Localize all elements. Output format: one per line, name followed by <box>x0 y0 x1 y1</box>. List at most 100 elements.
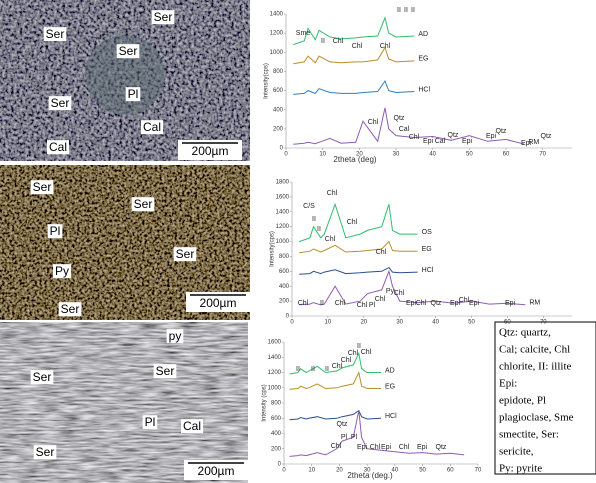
y-axis-label: Intensity (cps) <box>262 384 268 421</box>
x-tick-label: 30 <box>393 152 400 158</box>
peak-label: II <box>312 216 316 223</box>
peak-label: Chl <box>331 443 342 450</box>
y-tick-label: 1000 <box>270 50 284 56</box>
x-tick-label: 50 <box>466 152 473 158</box>
series-label: OS <box>422 229 432 236</box>
y-tick-label: 1800 <box>276 180 290 186</box>
peak-label: Epi <box>357 444 368 451</box>
legend-line: Qtz: quartz, <box>499 327 551 339</box>
xrd-trace <box>299 204 417 241</box>
peak-label: Qtz <box>541 133 552 140</box>
peak-label: Chl <box>335 300 346 307</box>
y-tick-label: 1400 <box>276 209 290 215</box>
peak-label: Chl <box>352 43 363 50</box>
x-tick-label: 70 <box>475 468 482 474</box>
mineral-label: Cal <box>49 140 67 154</box>
mineral-label: Ser <box>156 364 175 378</box>
legend-line: Py: pyrite <box>499 463 542 475</box>
peak-label: Chl <box>399 444 410 451</box>
legend-line: sericite, <box>499 446 534 458</box>
x-tick-label: 50 <box>419 468 426 474</box>
peak-label: Epi <box>505 300 516 307</box>
x-tick-label: 10 <box>325 320 332 326</box>
x-tick-label: 60 <box>503 152 510 158</box>
x-tick-label: 10 <box>308 468 315 474</box>
x-axis-label: 2theta (deg.) <box>347 471 393 480</box>
peak-label: Chl <box>409 134 420 141</box>
xrd-trace <box>290 411 382 420</box>
xrd-trace <box>290 373 382 390</box>
y-tick-label: 1400 <box>270 12 284 18</box>
xrd-trace <box>299 268 417 275</box>
y-axis-label: Intensity(cps) <box>264 63 270 99</box>
mineral-label: Ser <box>176 247 195 261</box>
peak-label: Epi <box>521 140 532 147</box>
y-tick-label: 200 <box>279 299 290 305</box>
y-tick-label: 1600 <box>276 194 290 200</box>
x-tick-label: 10 <box>319 152 326 158</box>
scale-label: 200µm <box>200 296 237 310</box>
peak-label: II <box>397 7 401 14</box>
peak-label: Chl <box>347 219 358 226</box>
peak-label: Chl <box>368 119 379 126</box>
y-tick-label: 1400 <box>268 355 282 361</box>
xrd-trace <box>299 242 417 253</box>
y-tick-label: 800 <box>271 401 282 407</box>
y-tick-label: 200 <box>273 126 284 132</box>
peak-label: II <box>411 7 415 14</box>
peak-label: Chl <box>394 290 405 297</box>
peak-label: Qtz <box>496 128 507 135</box>
y-tick-label: 1000 <box>268 385 282 391</box>
x-tick-label: 20 <box>336 468 343 474</box>
series-label: HCl <box>418 86 430 93</box>
y-tick-label: 600 <box>271 416 282 422</box>
scale-label: 200µm <box>198 464 235 478</box>
peak-label: Qtz <box>431 300 442 307</box>
peak-label: Pl <box>341 434 348 441</box>
xrd-trace <box>293 81 414 94</box>
y-tick-label: 1200 <box>276 224 290 230</box>
peak-label: Qtz <box>436 444 447 451</box>
mineral-label: Pl <box>128 87 139 101</box>
mineral-label: Ser <box>154 10 173 24</box>
legend-line: smectite, Ser: <box>499 429 559 441</box>
mineral-label: Ser <box>33 370 52 384</box>
mineral-label: Ser <box>46 27 65 41</box>
xrd-trace <box>293 18 414 45</box>
mineral-label: Ser <box>36 445 55 459</box>
peak-label: Epi <box>462 138 473 145</box>
mineral-label: Ser <box>33 180 52 194</box>
peak-label: Cal <box>435 138 446 145</box>
peak-label: Chl <box>348 350 359 357</box>
peak-label: Epi <box>469 300 480 307</box>
mineral-label: Ser <box>51 96 70 110</box>
peak-label: II <box>311 366 315 373</box>
x-axis-label: 2theta (deg) <box>333 155 376 164</box>
peak-label: Chl <box>375 296 386 303</box>
peak-label: Qtz <box>337 421 348 428</box>
mineral-label: Cal <box>143 120 161 134</box>
mineral-label: Pl <box>145 415 156 429</box>
xrd-trace <box>293 48 414 64</box>
legend-line: Cal; calcite, Chl <box>499 344 570 356</box>
series-label: EG <box>418 56 428 63</box>
x-tick-label: 30 <box>396 320 403 326</box>
peak-label: II <box>321 38 325 45</box>
mineral-label: Cal <box>183 419 201 433</box>
y-tick-label: 1000 <box>276 239 290 245</box>
peak-label: Qtz <box>448 132 459 139</box>
peak-label: Chl <box>357 302 368 309</box>
peak-label: Epi <box>423 138 434 145</box>
y-tick-label: 0 <box>286 314 290 320</box>
peak-label: Pl <box>369 302 376 309</box>
mineral-label: Pl <box>50 224 61 238</box>
peak-label: Cal <box>399 126 410 133</box>
x-tick-label: 40 <box>429 152 436 158</box>
peak-label: Pl <box>351 434 358 441</box>
peak-label: II <box>317 226 321 233</box>
y-tick-label: 200 <box>271 446 282 452</box>
x-tick-label: 0 <box>282 468 286 474</box>
y-tick-label: 1600 <box>268 340 282 346</box>
series-label: RM <box>529 300 540 307</box>
legend-line: chlorite, II: illite <box>499 361 572 373</box>
